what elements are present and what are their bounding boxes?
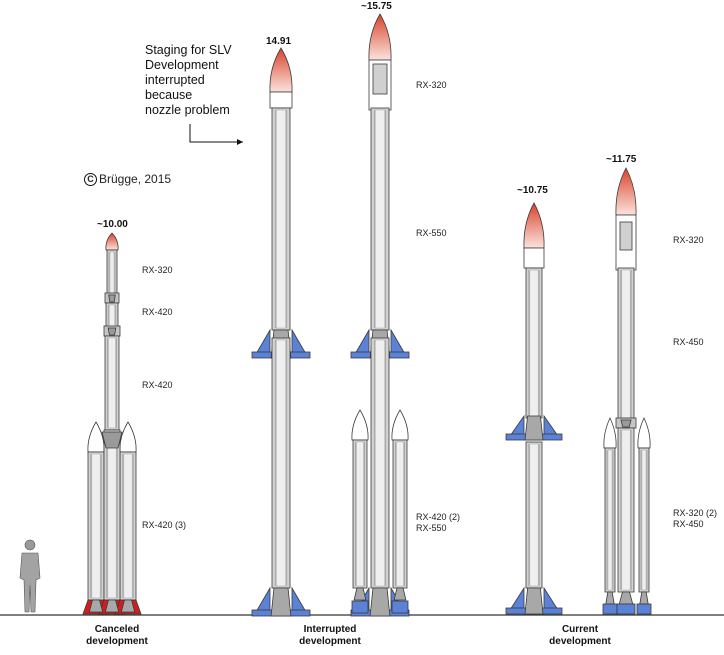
interstage: [615, 417, 637, 429]
blue-fins: [251, 586, 311, 617]
blue-fins: [391, 600, 409, 614]
blue-fins: [636, 603, 652, 615]
interstage: [104, 292, 120, 304]
human-figure-icon: [19, 539, 41, 613]
stage-upper: [271, 107, 291, 331]
stage-label: RX-320: [673, 235, 704, 245]
booster-right: [119, 451, 137, 601]
nose-cone: [615, 167, 637, 216]
nozzle: [605, 591, 615, 605]
stage-label: RX-420 (3): [142, 520, 187, 530]
stage-rx450: [617, 427, 635, 593]
booster-nose: [391, 409, 409, 441]
booster-right: [638, 447, 650, 593]
nozzle: [120, 599, 136, 613]
booster-nose: [637, 417, 651, 449]
payload-stage: [372, 63, 388, 95]
height-label-interrupted-b: ~15.75: [361, 1, 392, 12]
nose-cone: [105, 232, 119, 251]
booster-nose: [87, 421, 105, 453]
caption-canceled: Canceled development: [86, 624, 148, 647]
payload-stage: [619, 221, 633, 251]
interstage: [103, 325, 121, 337]
payload-fairing: [269, 91, 293, 109]
core-stage: [103, 429, 121, 601]
stage-rx420-upper: [105, 302, 119, 331]
copyright-text: Brügge, 2015: [99, 172, 172, 186]
copyright-notice: C Brügge, 2015: [84, 172, 171, 186]
nozzle: [88, 599, 104, 613]
caption-interrupted: Interrupted development: [299, 624, 361, 647]
nozzle: [101, 431, 123, 449]
stage-label: RX-550: [416, 228, 447, 238]
booster-right: [392, 439, 408, 589]
arrow-icon: [189, 124, 243, 145]
height-label-canceled: ~10.00: [97, 219, 128, 230]
stage-label: RX-320 (2) RX-450: [673, 508, 718, 529]
stage-label: RX-450: [673, 337, 704, 347]
blue-fins: [505, 586, 563, 615]
booster-left: [352, 439, 368, 589]
blue-fins: [351, 600, 369, 614]
stage-label: RX-420: [142, 307, 173, 317]
nozzle: [618, 591, 634, 605]
stage-rx320: [106, 249, 118, 296]
nose-cone: [368, 13, 392, 61]
nozzle: [639, 591, 649, 605]
stage-label: RX-320: [416, 80, 447, 90]
stage-rx420: [104, 335, 120, 431]
stage-lower: [271, 337, 291, 589]
booster-nose: [603, 417, 617, 449]
height-label-interrupted-a: 14.91: [266, 36, 292, 47]
nozzle: [353, 587, 367, 601]
nose-cone: [523, 202, 545, 249]
blue-fins: [505, 414, 563, 441]
blue-fins: [616, 603, 636, 615]
height-label-current-a: ~10.75: [517, 185, 548, 196]
stage-rx320: [617, 267, 635, 421]
booster-left: [87, 451, 105, 601]
booster-left: [604, 447, 616, 593]
nozzle: [393, 587, 407, 601]
payload-fairing: [523, 247, 545, 269]
stage-rx550: [370, 337, 390, 589]
stage-rx550-upper: [370, 107, 390, 331]
stage-label: RX-420: [142, 380, 173, 390]
nozzle: [104, 599, 120, 613]
copyright-icon: C: [84, 173, 97, 186]
height-label-current-b: ~11.75: [606, 154, 637, 165]
staging-note: Staging for SLV Development interrupted …: [145, 43, 232, 117]
stage-label: RX-320: [142, 265, 173, 275]
booster-nose: [119, 421, 137, 453]
nose-cone: [269, 47, 293, 93]
booster-nose: [351, 409, 369, 441]
caption-current: Current development: [549, 624, 611, 647]
blue-fins: [602, 603, 618, 615]
stage-label: RX-420 (2) RX-550: [416, 512, 461, 533]
stage-upper: [525, 267, 543, 419]
stage-lower: [525, 441, 543, 589]
